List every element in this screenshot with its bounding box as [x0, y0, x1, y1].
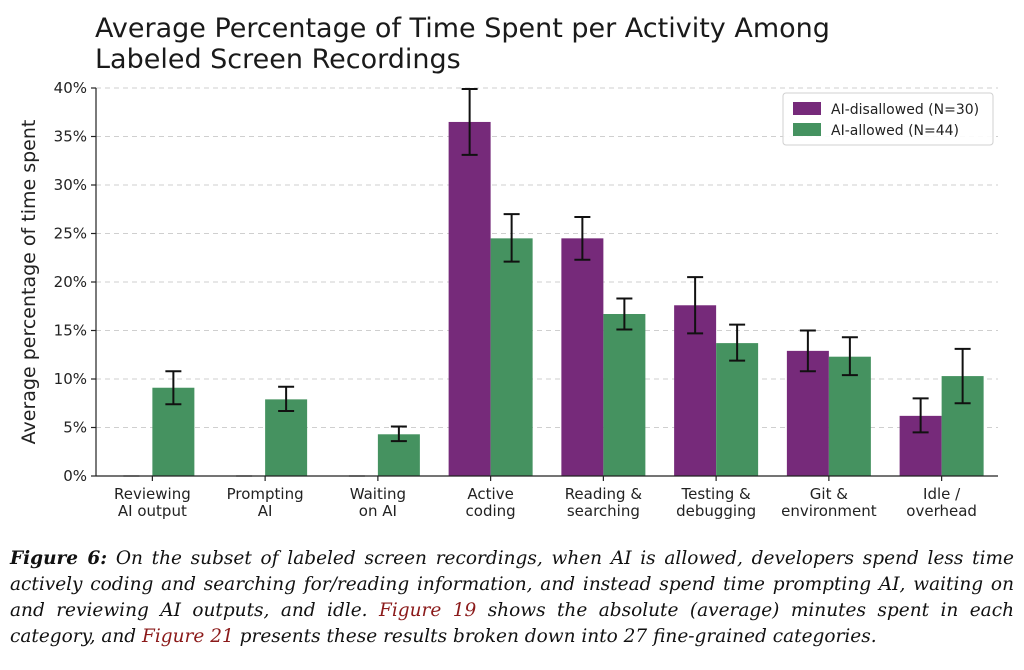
x-category-label: AI output [118, 502, 187, 520]
error-bars [165, 87, 971, 443]
y-axis-label: Average percentage of time spent [18, 120, 40, 445]
x-category-label: Testing & [681, 485, 752, 503]
x-category-label: AI [258, 502, 273, 520]
bars [123, 121, 984, 477]
caption-text: On the subset of labeled screen recordin… [10, 548, 1014, 621]
x-category-label: Prompting [227, 485, 304, 503]
x-category-label: debugging [676, 502, 756, 520]
y-tick-label: 0% [63, 467, 87, 485]
y-tick-label: 40% [54, 79, 87, 97]
y-tick-label: 20% [54, 273, 87, 291]
y-tick-label: 10% [54, 370, 87, 388]
x-category-label: Reviewing [114, 485, 191, 503]
bar [828, 356, 871, 476]
y-axis-label: Average percentage of time spent [18, 120, 40, 445]
bar [265, 399, 308, 476]
caption-reference-link[interactable]: Figure 21 [142, 626, 234, 647]
caption-text: presents these results broken down into … [233, 626, 877, 647]
y-tick-label: 5% [63, 419, 87, 437]
y-tick-label: 35% [54, 128, 87, 146]
x-category-label: searching [567, 502, 640, 520]
x-category-label: on AI [359, 502, 397, 520]
bar-chart: Average Percentage of Time Spent per Act… [18, 13, 998, 520]
legend-label: AI-disallowed (N=30) [831, 102, 979, 118]
x-category-label: Reading & [565, 485, 643, 503]
legend-label: AI-allowed (N=44) [831, 123, 959, 139]
x-category-label: Waiting [350, 485, 406, 503]
legend-swatch [793, 123, 821, 136]
x-category-label: environment [781, 502, 877, 520]
bar [490, 238, 533, 476]
bar [448, 121, 491, 476]
y-tick-label: 25% [54, 225, 87, 243]
caption-text: shows the absolute (average) minutes spe… [10, 600, 1014, 647]
chart-title-line: Labeled Screen Recordings [95, 44, 461, 75]
bar [603, 314, 646, 476]
legend-box [782, 92, 994, 146]
bar [716, 343, 759, 476]
x-category-label: coding [466, 502, 516, 520]
chart-title-line: Average Percentage of Time Spent per Act… [95, 13, 830, 44]
y-tick-label: 30% [54, 176, 87, 194]
caption-reference-link[interactable]: Figure 19 [378, 600, 477, 621]
legend: AI-disallowed (N=30) AI-allowed (N=44) [782, 92, 994, 146]
figure-caption: Figure 6: On the subset of labeled scree… [10, 546, 1014, 650]
bar [561, 238, 604, 476]
chart-title: Average Percentage of Time Spent per Act… [95, 13, 830, 75]
caption-label: Figure 6: [10, 548, 108, 569]
legend-swatch [793, 102, 821, 115]
x-category-label: Git & [810, 485, 848, 503]
x-category-label: overhead [906, 502, 977, 520]
y-ticks: 0% 5% 10% 15% 20% 25% 30% 35% 40% [54, 79, 96, 485]
y-tick-label: 15% [54, 322, 87, 340]
x-category-label: Idle / [923, 485, 961, 503]
x-category-label: Active [467, 485, 513, 503]
